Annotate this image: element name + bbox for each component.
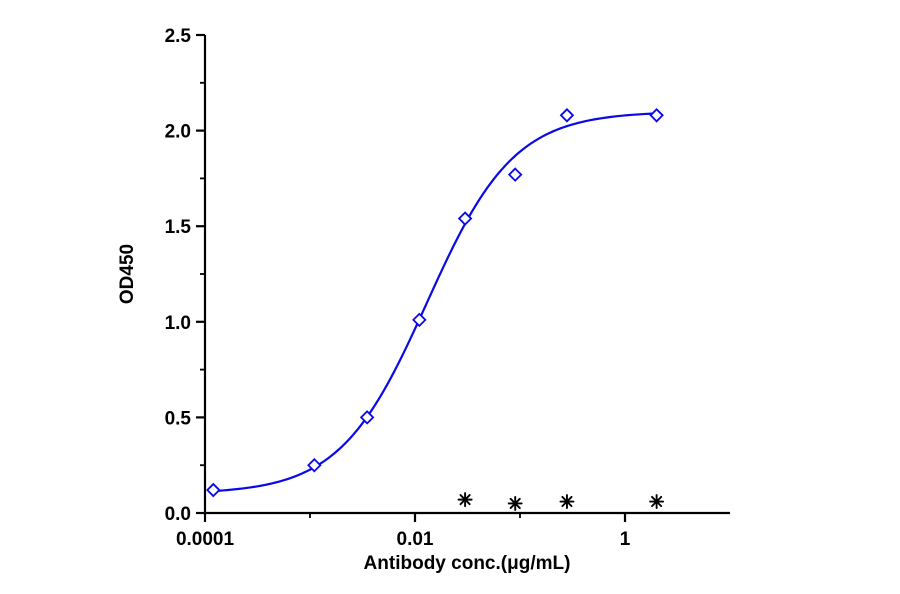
y-tick-label: 0.0: [165, 504, 191, 525]
diamond-marker: [206, 482, 221, 498]
asterisk-marker: [509, 497, 521, 509]
y-tick-label: 0.5: [165, 408, 192, 429]
y-axis-title: OD450: [117, 244, 138, 304]
diamond-marker: [359, 410, 375, 425]
y-tick-label: 2.5: [165, 26, 192, 47]
plot-layer: 0.0 0.5 1.0 1.5 2.0 2.5 0.0001 0.01 1: [165, 26, 730, 550]
asterisk-marker: [459, 494, 471, 506]
y-tick-label: 2.0: [165, 122, 191, 143]
asterisk-marker: [561, 495, 573, 508]
diamond-marker: [412, 312, 427, 328]
x-tick-label: 0.01: [397, 529, 434, 550]
x-tick-label: 1: [620, 529, 631, 550]
diamond-marker: [649, 108, 664, 123]
y-tick-label: 1.5: [165, 217, 192, 238]
asterisk-marker: [651, 495, 663, 508]
diamond-marker: [307, 457, 322, 473]
axes-lines: [203, 35, 730, 515]
x-axis-title: Antibody conc.(μg/mL): [364, 553, 571, 574]
diamond-marker: [507, 167, 523, 182]
diamond-marker: [457, 211, 473, 226]
fit-curve: [213, 112, 657, 493]
y-tick-label: 1.0: [165, 313, 191, 334]
x-tick-label: 0.0001: [176, 529, 235, 550]
diamond-marker: [559, 108, 575, 123]
